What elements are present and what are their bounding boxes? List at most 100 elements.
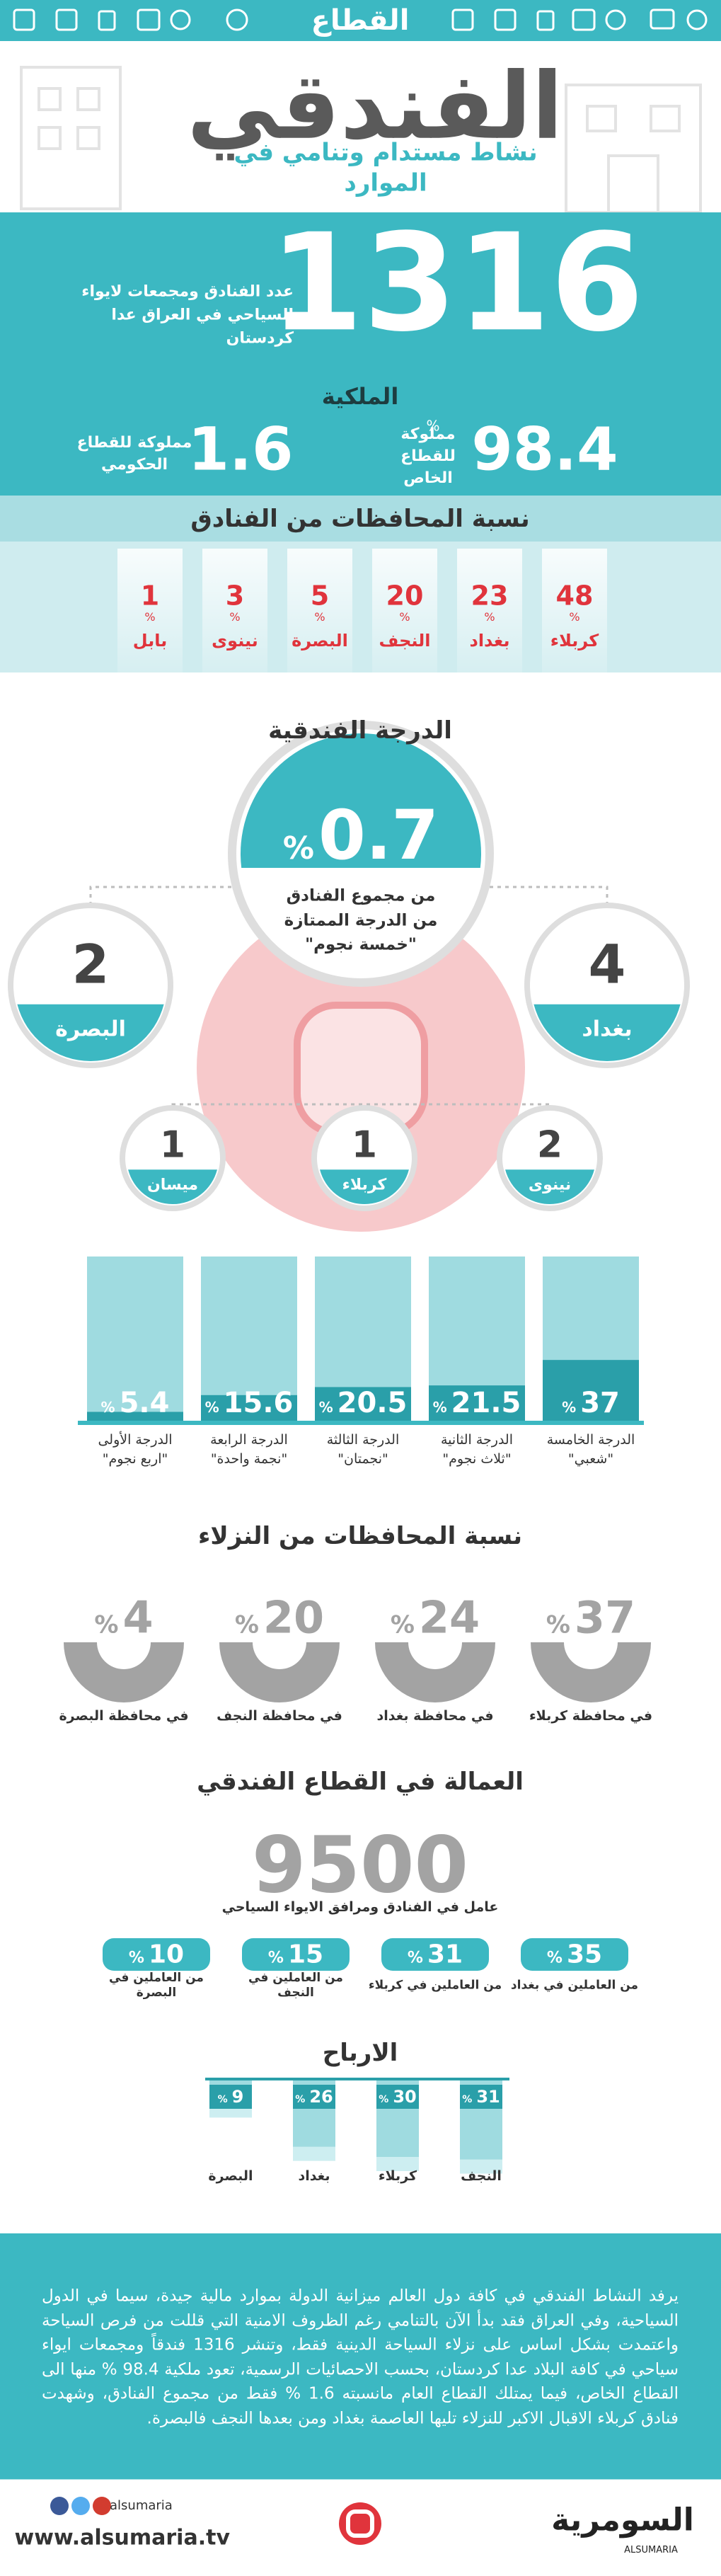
value: 35 xyxy=(566,1940,603,1969)
percent-sign: % xyxy=(295,2094,306,2105)
profit-label-bg xyxy=(376,2085,419,2109)
guest-half-ring xyxy=(375,1642,495,1702)
guest-half-ring xyxy=(219,1642,340,1702)
percent-sign: % xyxy=(267,1949,284,1967)
grade-value: % 21.5 xyxy=(427,1387,526,1419)
province-circle-band xyxy=(505,1169,594,1204)
percent-sign: % xyxy=(399,610,410,624)
percent-sign: % xyxy=(144,610,156,624)
percent-sign: % xyxy=(234,1610,259,1639)
social-icons xyxy=(50,2497,111,2515)
province-value: 1 xyxy=(140,580,160,612)
province-value: 3 xyxy=(225,580,245,612)
logo-mark xyxy=(346,2509,374,2538)
employment-pill xyxy=(242,1938,350,1971)
province-circle-band xyxy=(17,1004,164,1061)
province-grade-value: 1 xyxy=(351,1123,378,1167)
guest-label: في محافظة النجف xyxy=(217,1708,342,1724)
value: 20.5 xyxy=(337,1387,408,1419)
grade-bar xyxy=(201,1395,297,1421)
percent-sign: % xyxy=(217,2094,228,2105)
province-value: 5 xyxy=(310,580,330,612)
hotels-label: عدد الفنادق ومجمعات لايواء السياحي في ال… xyxy=(81,282,294,348)
percent-sign: % xyxy=(100,1399,115,1416)
guest-value: % 24 xyxy=(364,1592,506,1644)
province-grade-value: 2 xyxy=(536,1123,563,1167)
footer-brand-latin: ALSUMARIA xyxy=(624,2544,678,2555)
five-star-label: من مجموع الفنادق من الدرجة الممتازة "خمس… xyxy=(284,886,438,954)
profit-label-bg xyxy=(209,2085,252,2109)
profit-value: % 9 xyxy=(202,2087,259,2107)
province-card xyxy=(117,549,183,672)
profit-value: % 31 xyxy=(453,2087,509,2107)
value: 30 xyxy=(393,2087,417,2107)
grade-bar xyxy=(543,1360,639,1421)
province-grade-name: ميسان xyxy=(146,1175,199,1193)
province-cards-panel xyxy=(0,542,721,672)
sector-title: القطاع xyxy=(311,4,410,37)
employment-label: من العاملين في بغداد xyxy=(510,1978,639,1993)
grade-name: الدرجة الثالثة xyxy=(326,1432,400,1448)
employment-label: من العاملين في كربلاء xyxy=(368,1978,502,1993)
percent-sign: % xyxy=(204,1399,219,1416)
profit-label-bg xyxy=(460,2085,502,2109)
percent-sign: % xyxy=(562,1399,577,1416)
grade-note: "ثلاث نجوم" xyxy=(442,1451,512,1467)
province-name: بغداد xyxy=(469,631,510,651)
percent-sign: % xyxy=(229,610,241,624)
top-band xyxy=(0,0,721,41)
top-icons xyxy=(13,8,708,31)
province-value: 48 xyxy=(555,580,594,612)
province-grade-name: البصرة xyxy=(55,1017,126,1042)
subtitle: نشاط مستدام وتنامي في الموارد xyxy=(233,138,538,198)
grade-value: % 37 xyxy=(541,1387,640,1419)
grade-bar xyxy=(315,1387,411,1421)
private-share: 98.4 xyxy=(471,414,618,484)
province-name: كربلاء xyxy=(550,631,599,651)
section-title: الدرجة الفندقية xyxy=(268,716,452,745)
percent-sign: % xyxy=(407,1949,423,1967)
employment-pill xyxy=(103,1938,210,1971)
employment-pill xyxy=(521,1938,628,1971)
employment-value: % 15 xyxy=(243,1940,349,1969)
profit-value: % 30 xyxy=(369,2087,426,2107)
header-buildings xyxy=(20,66,702,214)
guest-value: % 4 xyxy=(53,1592,195,1644)
province-value: 20 xyxy=(386,580,424,612)
grade-note: "نجمة واحدة" xyxy=(210,1451,288,1467)
employment-label: من العاملين في النجف xyxy=(248,1970,343,2000)
value: 9 xyxy=(231,2087,244,2107)
province-grade-name: بغداد xyxy=(582,1017,633,1042)
guest-value: % 20 xyxy=(209,1592,350,1644)
grade-note: "نجمتان" xyxy=(338,1451,388,1467)
profit-value: % 26 xyxy=(286,2087,342,2107)
value: 5.4 xyxy=(119,1387,170,1419)
guest-half-ring xyxy=(64,1642,184,1702)
employment-value: % 10 xyxy=(103,1940,209,1969)
province-name: النجف xyxy=(379,631,431,651)
five-star-cap xyxy=(241,733,481,868)
value: 37 xyxy=(580,1387,620,1419)
grade-name: الدرجة الرابعة xyxy=(210,1432,288,1448)
body-paragraph: يرفد النشاط الفندقي في كافة دول العالم م… xyxy=(42,2286,679,2428)
value: 31 xyxy=(476,2087,500,2107)
value: 15.6 xyxy=(223,1387,294,1419)
logo xyxy=(339,2502,381,2545)
paragraph-panel xyxy=(0,2233,721,2480)
province-grade-value: 1 xyxy=(159,1123,186,1167)
employment-value: % 31 xyxy=(382,1940,488,1969)
province-grade-value: 4 xyxy=(588,932,626,996)
grade-bar xyxy=(429,1385,525,1421)
footer-handle: alsumaria xyxy=(110,2497,173,2513)
grade-name: الدرجة الأولى xyxy=(98,1432,173,1448)
footer-website: www.alsumaria.tv xyxy=(14,2525,230,2551)
province-grade-name: كربلاء xyxy=(342,1175,387,1193)
profit-province: كربلاء xyxy=(378,2168,417,2185)
percent-sign: % xyxy=(426,417,440,435)
grade-note: "اربع نجوم" xyxy=(102,1451,168,1467)
main-title: الفندقي xyxy=(187,52,563,160)
province-value: 23 xyxy=(471,580,509,612)
percent-sign: % xyxy=(390,1610,415,1639)
public-share: 1.6 xyxy=(188,414,294,484)
